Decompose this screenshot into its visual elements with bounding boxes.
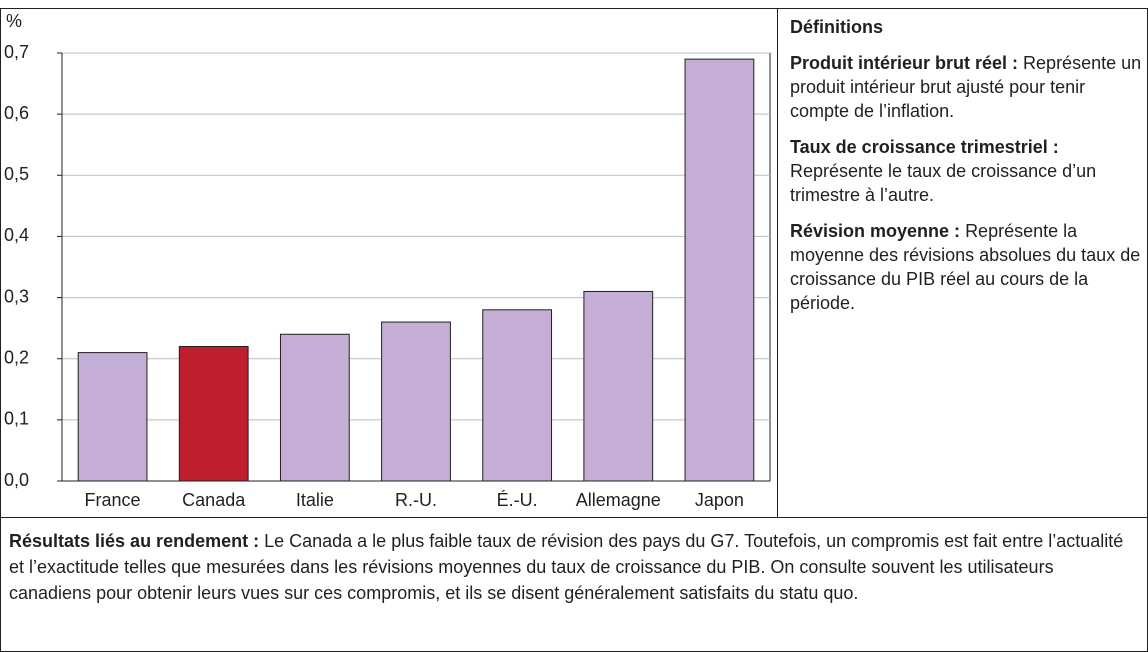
y-tick-label: 0,2 xyxy=(4,347,29,367)
y-tick-label: 0,0 xyxy=(4,470,29,490)
y-tick-label: 0,4 xyxy=(4,225,29,245)
x-tick-label: Italie xyxy=(296,490,334,510)
bar xyxy=(279,333,350,482)
definitions: Définitions Produit intérieur brut réel … xyxy=(777,8,1148,518)
results-text: Le Canada a le plus faible taux de révis… xyxy=(9,531,1124,603)
x-tick-label: É.-U. xyxy=(497,490,538,510)
bar xyxy=(381,321,451,482)
x-tick-label: Canada xyxy=(182,490,246,510)
definition-term: Révision moyenne : xyxy=(790,221,961,241)
bar xyxy=(583,290,654,482)
definitions-title: Définitions xyxy=(790,15,1147,39)
y-tick-label: 0,3 xyxy=(4,286,29,306)
y-tick-label: 0,6 xyxy=(4,103,29,123)
x-tick-label: Japon xyxy=(695,490,744,510)
y-tick-label: 0,1 xyxy=(4,409,29,429)
x-tick-label: Allemagne xyxy=(576,490,661,510)
results: Résultats liés au rendement : Le Canada … xyxy=(0,517,1148,652)
x-tick-label: France xyxy=(85,490,141,510)
definition: Taux de croissance trimestriel : Représe… xyxy=(790,135,1147,207)
results-term: Résultats liés au rendement : xyxy=(9,531,260,551)
y-tick-label: 0,5 xyxy=(4,164,29,184)
definition-term: Taux de croissance trimestriel : xyxy=(790,137,1059,157)
x-tick-label: R.-U. xyxy=(395,490,437,510)
definition-text: Représente un produit intérieur brut aju… xyxy=(790,53,1142,121)
bar xyxy=(482,309,553,482)
definition: Révision moyenne : Représente la moyenne… xyxy=(790,219,1147,315)
y-axis-label: % xyxy=(6,11,22,31)
bar xyxy=(178,345,249,482)
definition-text: Représente le taux de croissance d’un tr… xyxy=(790,161,1097,205)
y-tick-label: 0,7 xyxy=(4,42,29,62)
definition-text: Représente la moyenne des révisions abso… xyxy=(790,221,1141,313)
bar xyxy=(684,58,755,482)
definitions-title-text: Définitions xyxy=(790,17,883,37)
definition-term: Produit intérieur brut réel : xyxy=(790,53,1019,73)
chart: % 0,0 0,1 0,2 0,3 0,4 0,5 0,6 0,7 France Canada It… xyxy=(0,8,778,518)
definition: Produit intérieur brut réel : Représente… xyxy=(790,51,1147,123)
bar xyxy=(77,352,148,482)
